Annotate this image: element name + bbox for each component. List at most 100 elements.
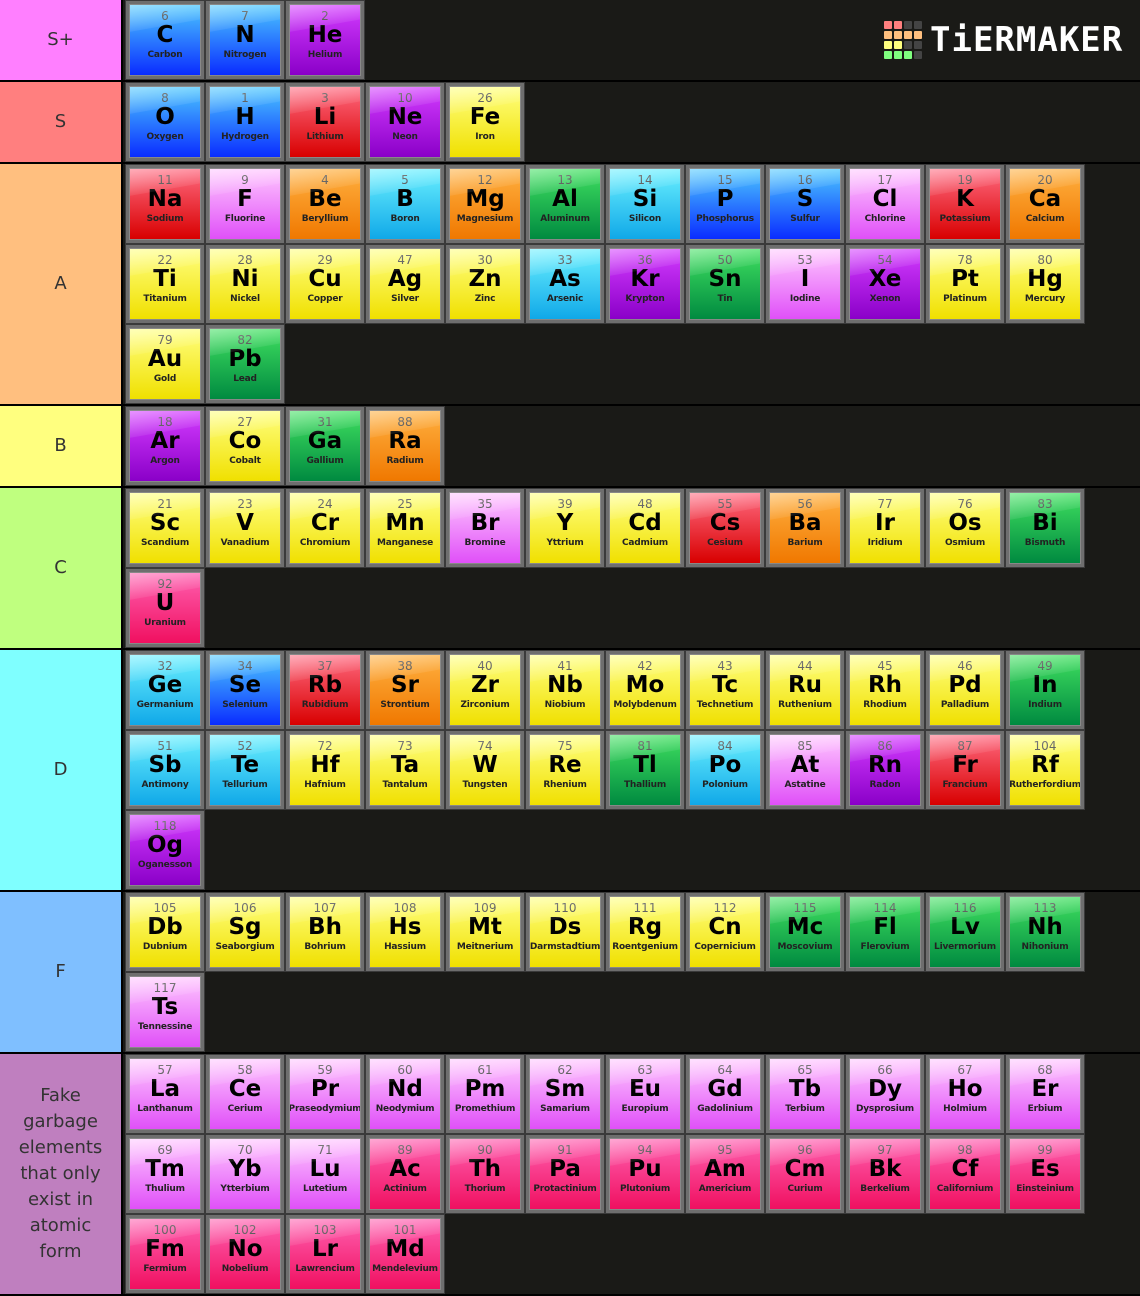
element-tile-silicon[interactable]: 14 Si Silicon bbox=[605, 164, 685, 244]
element-tile-plutonium[interactable]: 94 Pu Plutonium bbox=[605, 1134, 685, 1214]
element-tile-lithium[interactable]: 3 Li Lithium bbox=[285, 82, 365, 162]
element-tile-rhodium[interactable]: 45 Rh Rhodium bbox=[845, 650, 925, 730]
element-tile-flerovium[interactable]: 114 Fl Flerovium bbox=[845, 892, 925, 972]
element-tile-cobalt[interactable]: 27 Co Cobalt bbox=[205, 406, 285, 486]
element-tile-arsenic[interactable]: 33 As Arsenic bbox=[525, 244, 605, 324]
element-tile-darmstadtium[interactable]: 110 Ds Darmstadtium bbox=[525, 892, 605, 972]
element-tile-niobium[interactable]: 41 Nb Niobium bbox=[525, 650, 605, 730]
element-tile-antimony[interactable]: 51 Sb Antimony bbox=[125, 730, 205, 810]
element-tile-calcium[interactable]: 20 Ca Calcium bbox=[1005, 164, 1085, 244]
element-tile-tungsten[interactable]: 74 W Tungsten bbox=[445, 730, 525, 810]
tier-label[interactable]: Fake garbage elements that only exist in… bbox=[0, 1054, 123, 1294]
element-tile-tellurium[interactable]: 52 Te Tellurium bbox=[205, 730, 285, 810]
element-tile-palladium[interactable]: 46 Pd Palladium bbox=[925, 650, 1005, 730]
element-tile-argon[interactable]: 18 Ar Argon bbox=[125, 406, 205, 486]
element-tile-copernicium[interactable]: 112 Cn Copernicium bbox=[685, 892, 765, 972]
element-tile-cesium[interactable]: 55 Cs Cesium bbox=[685, 488, 765, 568]
element-tile-lanthanum[interactable]: 57 La Lanthanum bbox=[125, 1054, 205, 1134]
element-tile-fermium[interactable]: 100 Fm Fermium bbox=[125, 1214, 205, 1294]
element-tile-erbium[interactable]: 68 Er Erbium bbox=[1005, 1054, 1085, 1134]
element-tile-barium[interactable]: 56 Ba Barium bbox=[765, 488, 845, 568]
element-tile-phosphorus[interactable]: 15 P Phosphorus bbox=[685, 164, 765, 244]
element-tile-samarium[interactable]: 62 Sm Samarium bbox=[525, 1054, 605, 1134]
element-tile-potassium[interactable]: 19 K Potassium bbox=[925, 164, 1005, 244]
element-tile-bismuth[interactable]: 83 Bi Bismuth bbox=[1005, 488, 1085, 568]
tier-label[interactable]: B bbox=[0, 406, 123, 486]
element-tile-radon[interactable]: 86 Rn Radon bbox=[845, 730, 925, 810]
element-tile-sulfur[interactable]: 16 S Sulfur bbox=[765, 164, 845, 244]
element-tile-mercury[interactable]: 80 Hg Mercury bbox=[1005, 244, 1085, 324]
element-tile-osmium[interactable]: 76 Os Osmium bbox=[925, 488, 1005, 568]
element-tile-germanium[interactable]: 32 Ge Germanium bbox=[125, 650, 205, 730]
element-tile-zinc[interactable]: 30 Zn Zinc bbox=[445, 244, 525, 324]
element-tile-uranium[interactable]: 92 U Uranium bbox=[125, 568, 205, 648]
element-tile-helium[interactable]: 2 He Helium bbox=[285, 0, 365, 80]
element-tile-nihonium[interactable]: 113 Nh Nihonium bbox=[1005, 892, 1085, 972]
element-tile-vanadium[interactable]: 23 V Vanadium bbox=[205, 488, 285, 568]
element-tile-krypton[interactable]: 36 Kr Krypton bbox=[605, 244, 685, 324]
element-tile-gallium[interactable]: 31 Ga Gallium bbox=[285, 406, 365, 486]
element-tile-curium[interactable]: 96 Cm Curium bbox=[765, 1134, 845, 1214]
element-tile-iridium[interactable]: 77 Ir Iridium bbox=[845, 488, 925, 568]
element-tile-copper[interactable]: 29 Cu Copper bbox=[285, 244, 365, 324]
element-tile-oganesson[interactable]: 118 Og Oganesson bbox=[125, 810, 205, 890]
element-tile-tantalum[interactable]: 73 Ta Tantalum bbox=[365, 730, 445, 810]
element-tile-beryllium[interactable]: 4 Be Beryllium bbox=[285, 164, 365, 244]
element-tile-lutetium[interactable]: 71 Lu Lutetium bbox=[285, 1134, 365, 1214]
element-tile-meitnerium[interactable]: 109 Mt Meitnerium bbox=[445, 892, 525, 972]
element-tile-rubidium[interactable]: 37 Rb Rubidium bbox=[285, 650, 365, 730]
element-tile-strontium[interactable]: 38 Sr Strontium bbox=[365, 650, 445, 730]
element-tile-thallium[interactable]: 81 Tl Thallium bbox=[605, 730, 685, 810]
element-tile-tennessine[interactable]: 117 Ts Tennessine bbox=[125, 972, 205, 1052]
element-tile-hydrogen[interactable]: 1 H Hydrogen bbox=[205, 82, 285, 162]
element-tile-indium[interactable]: 49 In Indium bbox=[1005, 650, 1085, 730]
element-tile-rutherfordium[interactable]: 104 Rf Rutherfordium bbox=[1005, 730, 1085, 810]
element-tile-nitrogen[interactable]: 7 N Nitrogen bbox=[205, 0, 285, 80]
element-tile-nobelium[interactable]: 102 No Nobelium bbox=[205, 1214, 285, 1294]
element-tile-zirconium[interactable]: 40 Zr Zirconium bbox=[445, 650, 525, 730]
element-tile-boron[interactable]: 5 B Boron bbox=[365, 164, 445, 244]
element-tile-titanium[interactable]: 22 Ti Titanium bbox=[125, 244, 205, 324]
element-tile-aluminum[interactable]: 13 Al Aluminum bbox=[525, 164, 605, 244]
element-tile-berkelium[interactable]: 97 Bk Berkelium bbox=[845, 1134, 925, 1214]
tier-label[interactable]: S bbox=[0, 82, 123, 162]
element-tile-radium[interactable]: 88 Ra Radium bbox=[365, 406, 445, 486]
element-tile-polonium[interactable]: 84 Po Polonium bbox=[685, 730, 765, 810]
element-tile-terbium[interactable]: 65 Tb Terbium bbox=[765, 1054, 845, 1134]
element-tile-carbon[interactable]: 6 C Carbon bbox=[125, 0, 205, 80]
element-tile-promethium[interactable]: 61 Pm Promethium bbox=[445, 1054, 525, 1134]
element-tile-californium[interactable]: 98 Cf Californium bbox=[925, 1134, 1005, 1214]
element-tile-silver[interactable]: 47 Ag Silver bbox=[365, 244, 445, 324]
element-tile-oxygen[interactable]: 8 O Oxygen bbox=[125, 82, 205, 162]
element-tile-americium[interactable]: 95 Am Americium bbox=[685, 1134, 765, 1214]
element-tile-thulium[interactable]: 69 Tm Thulium bbox=[125, 1134, 205, 1214]
element-tile-livermorium[interactable]: 116 Lv Livermorium bbox=[925, 892, 1005, 972]
element-tile-einsteinium[interactable]: 99 Es Einsteinium bbox=[1005, 1134, 1085, 1214]
element-tile-magnesium[interactable]: 12 Mg Magnesium bbox=[445, 164, 525, 244]
element-tile-xenon[interactable]: 54 Xe Xenon bbox=[845, 244, 925, 324]
element-tile-actinium[interactable]: 89 Ac Actinium bbox=[365, 1134, 445, 1214]
element-tile-ruthenium[interactable]: 44 Ru Ruthenium bbox=[765, 650, 845, 730]
element-tile-roentgenium[interactable]: 111 Rg Roentgenium bbox=[605, 892, 685, 972]
element-tile-hafnium[interactable]: 72 Hf Hafnium bbox=[285, 730, 365, 810]
element-tile-technetium[interactable]: 43 Tc Technetium bbox=[685, 650, 765, 730]
element-tile-iodine[interactable]: 53 I Iodine bbox=[765, 244, 845, 324]
element-tile-molybdenum[interactable]: 42 Mo Molybdenum bbox=[605, 650, 685, 730]
element-tile-selenium[interactable]: 34 Se Selenium bbox=[205, 650, 285, 730]
element-tile-seaborgium[interactable]: 106 Sg Seaborgium bbox=[205, 892, 285, 972]
element-tile-astatine[interactable]: 85 At Astatine bbox=[765, 730, 845, 810]
element-tile-nickel[interactable]: 28 Ni Nickel bbox=[205, 244, 285, 324]
element-tile-manganese[interactable]: 25 Mn Manganese bbox=[365, 488, 445, 568]
element-tile-scandium[interactable]: 21 Sc Scandium bbox=[125, 488, 205, 568]
element-tile-chromium[interactable]: 24 Cr Chromium bbox=[285, 488, 365, 568]
element-tile-dysprosium[interactable]: 66 Dy Dysprosium bbox=[845, 1054, 925, 1134]
element-tile-cerium[interactable]: 58 Ce Cerium bbox=[205, 1054, 285, 1134]
element-tile-europium[interactable]: 63 Eu Europium bbox=[605, 1054, 685, 1134]
element-tile-iron[interactable]: 26 Fe Iron bbox=[445, 82, 525, 162]
element-tile-mendelevium[interactable]: 101 Md Mendelevium bbox=[365, 1214, 445, 1294]
element-tile-hassium[interactable]: 108 Hs Hassium bbox=[365, 892, 445, 972]
element-tile-cadmium[interactable]: 48 Cd Cadmium bbox=[605, 488, 685, 568]
element-tile-gadolinium[interactable]: 64 Gd Gadolinium bbox=[685, 1054, 765, 1134]
element-tile-thorium[interactable]: 90 Th Thorium bbox=[445, 1134, 525, 1214]
tier-label[interactable]: D bbox=[0, 650, 123, 890]
